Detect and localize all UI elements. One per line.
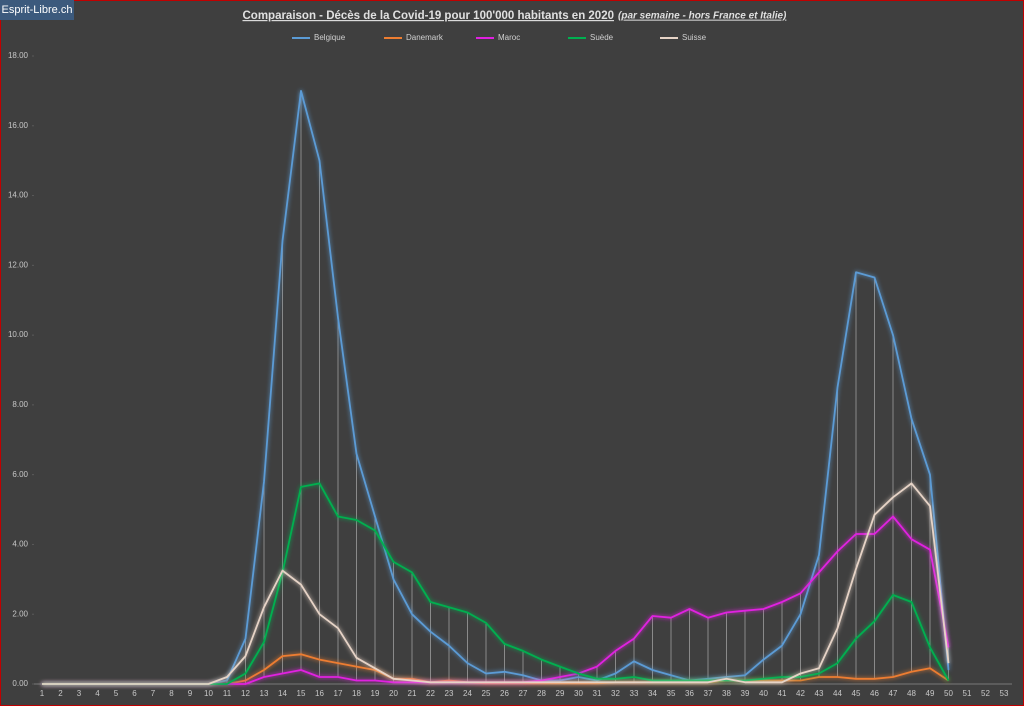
chart-subtitle: (par semaine - hors France et Italie)	[618, 11, 787, 22]
x-tick-label: 1	[40, 689, 45, 698]
x-tick-label: 30	[574, 689, 583, 698]
legend-label: Danemark	[406, 33, 444, 42]
x-tick-label: 47	[889, 689, 898, 698]
x-tick-label: 13	[260, 689, 269, 698]
x-tick-label: 39	[741, 689, 750, 698]
y-tick-label: 14.00	[8, 191, 29, 200]
x-tick-label: 3	[77, 689, 82, 698]
x-tick-label: 48	[907, 689, 916, 698]
x-tick-label: 38	[722, 689, 731, 698]
x-tick-label: 43	[815, 689, 824, 698]
y-tick-label: 4.00	[12, 540, 28, 549]
x-tick-label: 16	[315, 689, 324, 698]
x-tick-label: 10	[204, 689, 213, 698]
x-tick-label: 6	[132, 689, 137, 698]
legend-label: Maroc	[498, 33, 520, 42]
y-tick-label: 12.00	[8, 260, 29, 269]
x-tick-label: 7	[151, 689, 156, 698]
x-tick-label: 53	[1000, 689, 1009, 698]
x-tick-label: 27	[519, 689, 528, 698]
badge-text: Esprit-Libre.ch	[2, 4, 73, 16]
x-tick-label: 26	[500, 689, 509, 698]
badge	[0, 0, 74, 20]
y-tick-label: 16.00	[8, 121, 29, 130]
x-tick-label: 33	[630, 689, 639, 698]
x-tick-label: 2	[58, 689, 63, 698]
x-tick-label: 31	[593, 689, 602, 698]
x-tick-label: 45	[852, 689, 861, 698]
x-tick-label: 32	[611, 689, 620, 698]
x-tick-label: 42	[796, 689, 805, 698]
x-tick-label: 24	[463, 689, 472, 698]
x-tick-label: 21	[408, 689, 417, 698]
legend-label: Suède	[590, 33, 614, 42]
x-tick-label: 49	[926, 689, 935, 698]
x-tick-label: 20	[389, 689, 398, 698]
x-tick-label: 51	[963, 689, 972, 698]
y-tick-label: 2.00	[12, 609, 28, 618]
x-tick-label: 46	[870, 689, 879, 698]
chart-title: Comparaison - Décès de la Covid-19 pour …	[242, 10, 614, 22]
x-tick-label: 5	[114, 689, 119, 698]
x-tick-label: 37	[704, 689, 713, 698]
series-line	[42, 482, 950, 685]
x-tick-label: 17	[334, 689, 343, 698]
x-tick-label: 50	[944, 689, 953, 698]
x-tick-label: 34	[648, 689, 657, 698]
x-tick-label: 8	[169, 689, 174, 698]
x-tick-label: 23	[445, 689, 454, 698]
legend-label: Suisse	[682, 33, 707, 42]
x-tick-label: 36	[685, 689, 694, 698]
x-tick-label: 25	[482, 689, 491, 698]
legend-label: Belgique	[314, 33, 346, 42]
x-tick-label: 52	[981, 689, 990, 698]
x-tick-label: 44	[833, 689, 842, 698]
y-tick-label: 10.00	[8, 330, 29, 339]
y-tick-label: 0.00	[12, 679, 28, 688]
y-tick-label: 6.00	[12, 470, 28, 479]
x-tick-label: 22	[426, 689, 435, 698]
x-tick-label: 14	[278, 689, 287, 698]
x-tick-label: 35	[667, 689, 676, 698]
x-tick-label: 29	[556, 689, 565, 698]
x-tick-label: 11	[223, 689, 232, 698]
y-tick-label: 18.00	[8, 51, 29, 60]
x-tick-label: 12	[241, 689, 250, 698]
x-tick-label: 18	[352, 689, 361, 698]
x-tick-label: 28	[537, 689, 546, 698]
x-tick-label: 9	[188, 689, 193, 698]
x-tick-label: 15	[297, 689, 306, 698]
x-tick-label: 4	[95, 689, 100, 698]
x-tick-label: 41	[778, 689, 787, 698]
x-tick-label: 19	[371, 689, 380, 698]
y-tick-label: 8.00	[12, 400, 28, 409]
x-tick-label: 40	[759, 689, 768, 698]
